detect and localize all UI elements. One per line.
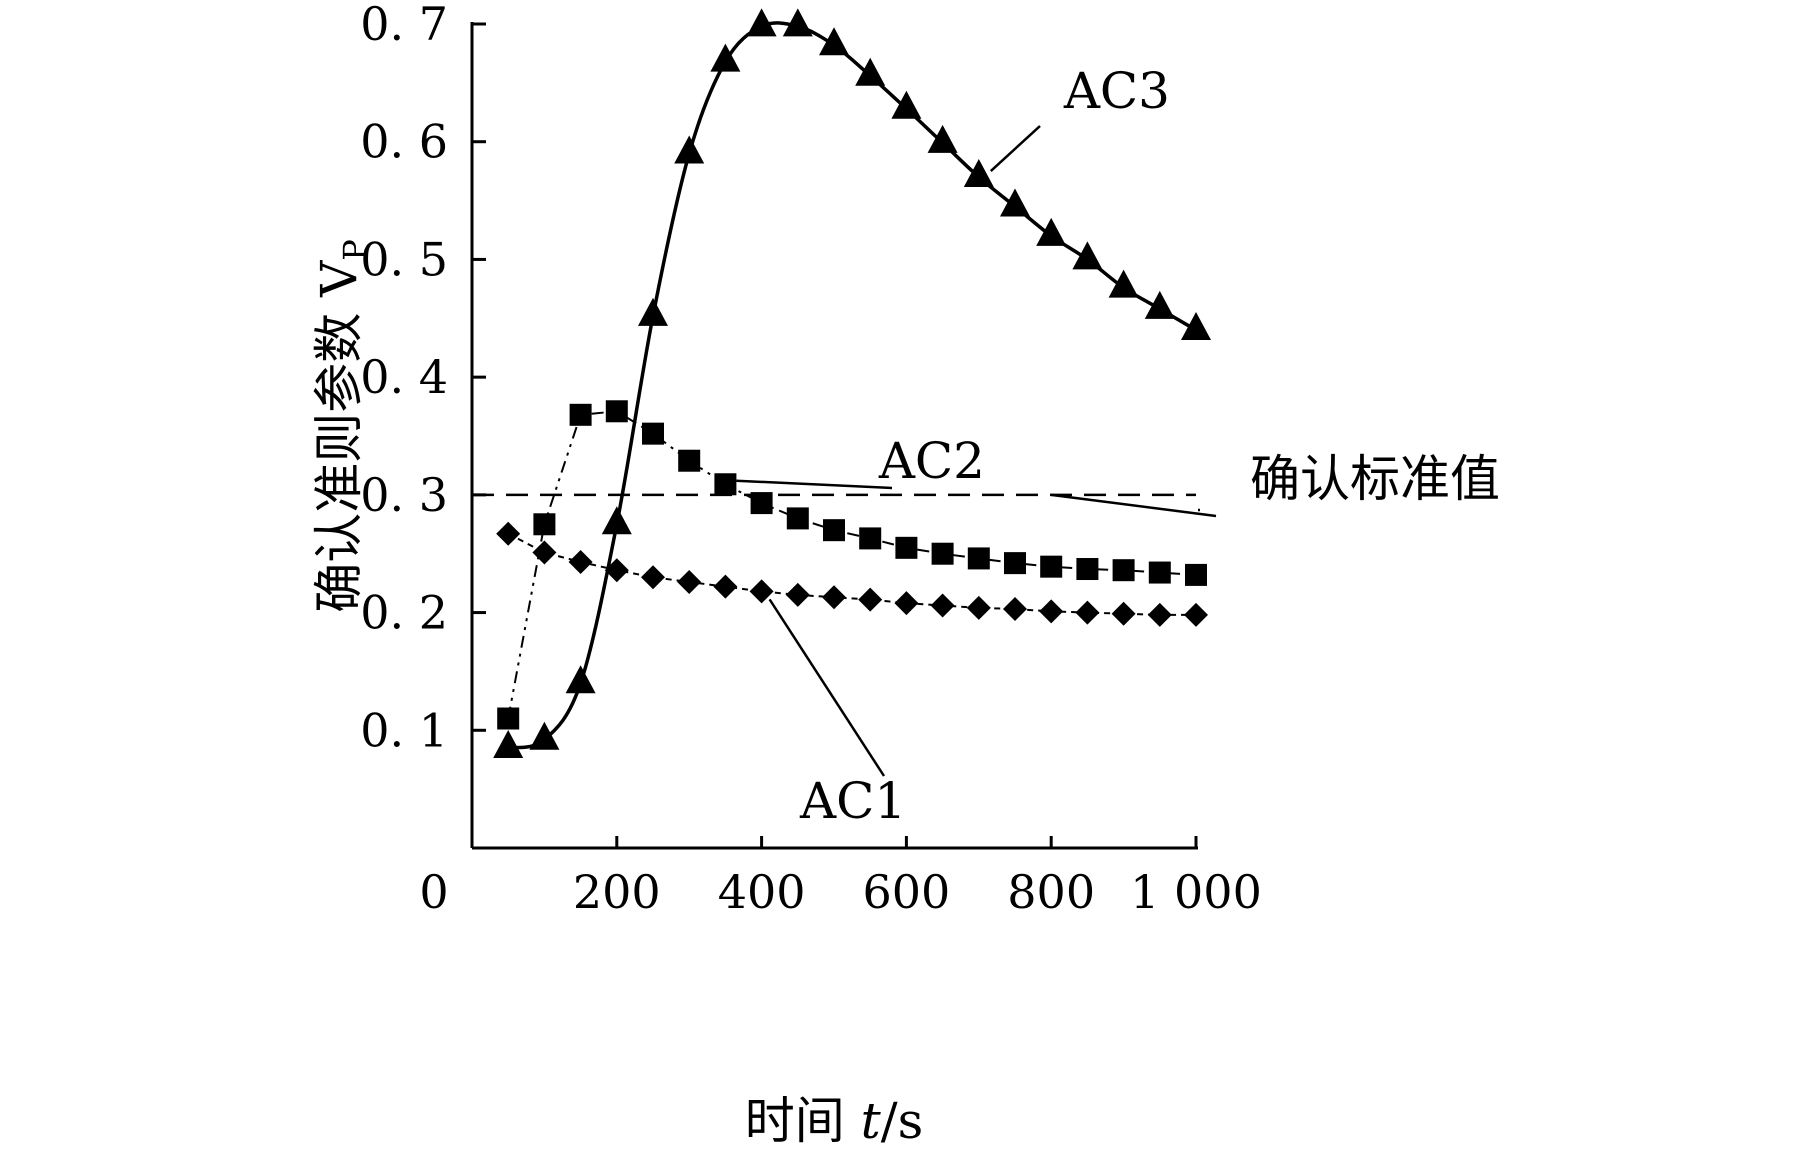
leader-line-reference <box>1051 493 1217 518</box>
data-point-ac3 <box>1072 241 1103 270</box>
data-point-ac3 <box>1144 290 1175 319</box>
data-point-ac2 <box>895 536 918 559</box>
x-tick-label: 200 <box>573 865 661 919</box>
series-ac1 <box>496 521 1208 627</box>
x-axis-label: 时间 t/s <box>745 1092 924 1150</box>
data-point-ac1 <box>713 574 738 599</box>
x-tick-label: 800 <box>1007 865 1095 919</box>
data-point-ac2 <box>1185 563 1207 586</box>
data-point-ac2 <box>678 449 701 472</box>
x-axis-label-text: 时间 <box>745 1092 861 1150</box>
data-point-ac3 <box>746 8 777 37</box>
data-point-ac3 <box>493 729 524 758</box>
y-tick-label: 0. 4 <box>360 350 448 404</box>
data-point-ac1 <box>641 565 665 590</box>
y-tick-label: 0. 5 <box>360 232 448 286</box>
y-axis-label-subscript: P <box>336 239 374 261</box>
data-point-ac3 <box>819 27 849 56</box>
data-point-ac2 <box>642 422 664 445</box>
data-point-ac1 <box>1111 601 1136 626</box>
data-point-ac3 <box>638 297 668 326</box>
data-point-ac2 <box>1112 559 1135 582</box>
data-point-ac1 <box>496 521 521 546</box>
y-axis-label-text: 确认准则参数 V <box>310 260 368 613</box>
series-group <box>493 8 1211 758</box>
data-point-ac2 <box>1040 555 1063 578</box>
data-point-ac1 <box>930 593 955 618</box>
data-point-ac3 <box>1000 188 1030 217</box>
data-point-ac1 <box>1147 602 1172 627</box>
y-tick-label: 0. 1 <box>360 703 448 757</box>
data-point-ac3 <box>1036 217 1067 246</box>
data-point-ac3 <box>782 8 813 37</box>
y-tick-label: 0. 7 <box>360 0 448 51</box>
y-tick-label: 0. 3 <box>360 468 448 522</box>
data-point-ac2 <box>1148 561 1171 584</box>
data-point-ac2 <box>1004 552 1026 575</box>
data-point-ac3 <box>710 43 741 72</box>
series-label-ac2: AC2 <box>878 432 985 490</box>
x-tick-label: 600 <box>862 865 950 919</box>
leader-line-ac1 <box>768 598 886 777</box>
data-point-ac1 <box>677 569 702 594</box>
data-point-ac1 <box>532 540 557 565</box>
series-ac2 <box>497 400 1207 730</box>
x-tick-label: 400 <box>718 865 806 919</box>
data-point-ac1 <box>822 585 846 610</box>
data-point-ac2 <box>533 513 556 536</box>
x-axis-label-variable: t <box>861 1092 882 1150</box>
series-label-ac3: AC3 <box>1063 62 1170 120</box>
data-point-ac2 <box>569 403 592 426</box>
data-point-ac3 <box>529 721 560 750</box>
axes: 0 200 400 600 800 1 000 0. 1 0. 2 0. 3 0. 4 0. 5 0.… <box>310 0 1262 1150</box>
data-point-ac3 <box>927 124 958 153</box>
data-point-ac2 <box>967 547 990 570</box>
data-point-ac2 <box>497 707 520 730</box>
data-point-ac3 <box>565 665 596 694</box>
series-line-ac2 <box>507 410 1197 719</box>
data-point-ac2 <box>859 527 882 550</box>
data-point-ac2 <box>750 492 773 515</box>
y-axis-label: 确认准则参数 VP <box>310 239 374 613</box>
data-point-ac1 <box>1003 597 1027 622</box>
data-point-ac1 <box>785 582 810 607</box>
data-point-ac1 <box>1075 600 1100 625</box>
series-ac3 <box>493 8 1211 758</box>
leader-line-ac2 <box>736 479 893 490</box>
data-point-ac1 <box>604 558 629 583</box>
data-point-ac3 <box>601 506 632 535</box>
series-line-ac3 <box>507 21 1197 750</box>
data-point-ac1 <box>894 591 919 616</box>
y-tick-label: 0. 6 <box>360 115 448 169</box>
data-point-ac1 <box>1039 599 1064 624</box>
data-point-ac2 <box>1076 558 1099 581</box>
data-point-ac3 <box>1108 269 1139 298</box>
data-point-ac1 <box>1184 602 1208 627</box>
x-axis-label-unit: /s <box>881 1092 924 1150</box>
annotations: AC3 AC2 AC1 确认标准值 <box>736 62 1500 830</box>
data-point-ac2 <box>786 507 809 530</box>
data-point-ac3 <box>855 57 886 86</box>
data-point-ac3 <box>963 159 994 188</box>
data-point-ac1 <box>858 587 883 612</box>
leader-line-ac3 <box>989 125 1041 172</box>
data-point-ac2 <box>605 400 628 423</box>
data-point-ac3 <box>1181 312 1211 341</box>
series-label-ac1: AC1 <box>799 772 906 830</box>
x-tick-label: 0 <box>419 865 448 919</box>
data-point-ac2 <box>714 473 737 496</box>
data-point-ac3 <box>674 135 705 164</box>
reference-line-label: 确认标准值 <box>1250 450 1500 508</box>
data-point-ac1 <box>749 579 774 604</box>
data-point-ac1 <box>966 595 991 620</box>
y-tick-label: 0. 2 <box>360 586 448 640</box>
data-point-ac1 <box>568 549 593 574</box>
x-tick-label: 1 000 <box>1130 865 1262 919</box>
data-point-ac3 <box>891 90 922 119</box>
data-point-ac2 <box>823 519 845 542</box>
data-point-ac2 <box>931 542 954 565</box>
